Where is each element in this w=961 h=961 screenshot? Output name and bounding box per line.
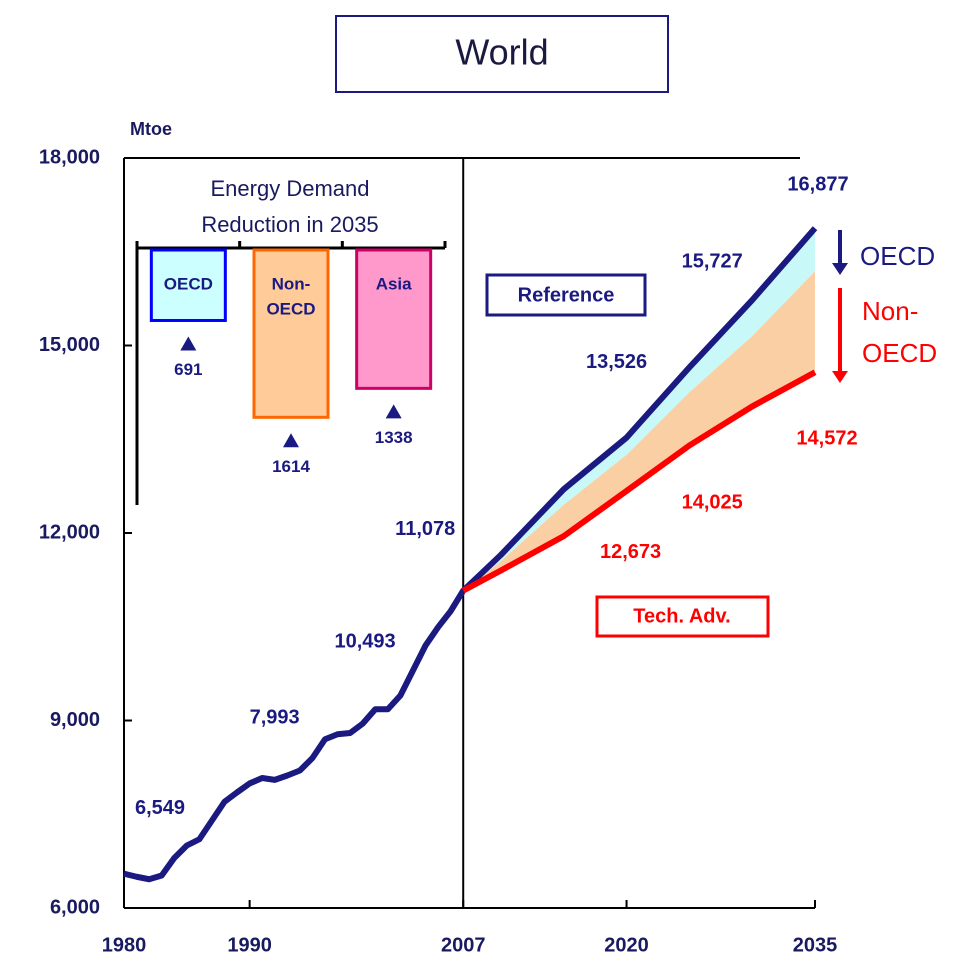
- inset-bar: [149, 248, 227, 322]
- reference-box: [485, 273, 647, 317]
- y-tick-label: 18,000: [39, 146, 100, 168]
- decrease-marker: [283, 433, 299, 448]
- x-tick-label: 2020: [604, 934, 649, 956]
- inset-title: Energy Demand: [211, 176, 370, 201]
- y-tick-label: 12,000: [39, 521, 100, 543]
- data-label: 16,877: [787, 173, 848, 195]
- data-label: 10,493: [335, 630, 396, 652]
- chart-title: World: [455, 32, 548, 73]
- data-label: 13,526: [586, 351, 647, 373]
- inset-value: 1614: [272, 457, 310, 476]
- reference-label: Reference: [518, 284, 615, 306]
- data-label: 11,078: [395, 518, 455, 540]
- data-label: 14,025: [682, 492, 743, 514]
- inset-value: 1338: [375, 428, 413, 447]
- inset-category: OECD: [266, 299, 315, 318]
- inset-category: OECD: [164, 274, 213, 293]
- tech-box: [595, 595, 770, 638]
- arrow-label: Non-: [862, 296, 918, 326]
- tech-label: Tech. Adv.: [633, 605, 730, 627]
- inset-category: Asia: [376, 274, 412, 293]
- inset-value: 691: [174, 360, 202, 379]
- inset-bar: [252, 248, 330, 419]
- inset-bar: [355, 248, 433, 390]
- inset-category: Non-: [272, 274, 311, 293]
- y-axis-label: Mtoe: [130, 119, 172, 139]
- x-tick-label: 1980: [102, 934, 147, 956]
- x-tick-label: 1990: [227, 934, 272, 956]
- y-tick-label: 15,000: [39, 334, 100, 356]
- arrow-head: [832, 263, 848, 275]
- line-0: [123, 226, 818, 883]
- arrow-label: OECD: [860, 241, 935, 271]
- x-tick-label: 2007: [441, 934, 486, 956]
- data-label: 7,993: [250, 707, 300, 729]
- data-label: 6,549: [135, 797, 185, 819]
- inset-title: Reduction in 2035: [201, 212, 378, 237]
- x-tick-label: 2035: [793, 934, 838, 956]
- data-label: 12,673: [600, 541, 661, 563]
- arrow-head: [832, 371, 848, 383]
- data-label: 14,572: [796, 428, 857, 450]
- title-box: [335, 15, 669, 93]
- decrease-marker: [180, 336, 197, 351]
- y-tick-label: 9,000: [50, 709, 100, 731]
- data-label: 15,727: [682, 250, 743, 272]
- decrease-marker: [385, 404, 402, 419]
- y-tick-label: 6,000: [50, 896, 100, 918]
- line-1: [461, 369, 817, 594]
- arrow-label: OECD: [862, 338, 937, 368]
